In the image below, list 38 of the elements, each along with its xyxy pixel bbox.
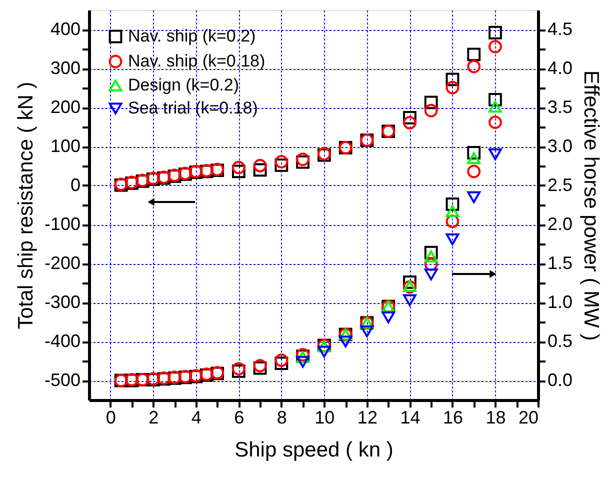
x-tick-label: 0 — [106, 408, 116, 428]
y2-tick-label: 3.0 — [548, 136, 573, 156]
y2-tick-label: 2.0 — [548, 214, 573, 234]
y2-tick-label: 2.5 — [548, 175, 573, 195]
x-axis-title: Ship speed ( kn ) — [234, 438, 394, 462]
y-tick-label: -200 — [44, 253, 80, 273]
y2-tick-label: 4.0 — [548, 58, 573, 78]
y2-tick-label: 0.0 — [548, 370, 573, 390]
y-tick-label: -300 — [44, 292, 80, 312]
y2-axis-title: Effective horse power ( MW ) — [580, 70, 601, 341]
x-tick-label: 12 — [357, 408, 378, 428]
x-tick-label: 20 — [518, 408, 538, 428]
y2-tick-label: 1.0 — [548, 292, 573, 312]
y-tick-label: 100 — [50, 136, 80, 156]
legend-label: Sea trial (k=0.18) — [128, 98, 258, 118]
y2-tick-label: 4.5 — [548, 19, 573, 39]
x-tick-label: 4 — [191, 408, 202, 428]
y-tick-label: -500 — [44, 370, 80, 390]
y-tick-label: 200 — [50, 97, 80, 117]
x-tick-label: 16 — [442, 408, 463, 428]
y2-tick-label: 1.5 — [548, 253, 573, 273]
x-tick-label: 2 — [148, 408, 159, 428]
y-tick-label: -400 — [44, 331, 80, 351]
y-tick-label: 400 — [50, 19, 80, 39]
legend-label: Design (k=0.2) — [128, 76, 240, 94]
x-tick-label: 18 — [486, 408, 506, 428]
y-axis-title: Total ship resistance ( kN ) — [14, 82, 38, 330]
y-tick-label: 300 — [50, 58, 80, 78]
x-tick-label: 10 — [314, 408, 335, 428]
x-tick-label: 8 — [276, 408, 287, 428]
y2-tick-label: 3.5 — [548, 97, 573, 117]
x-tick-label: 14 — [400, 408, 420, 428]
x-tick-label: 6 — [234, 408, 244, 428]
y-tick-label: 0 — [70, 175, 80, 195]
legend-label: Nav. ship (k=0.18) — [128, 52, 266, 70]
legend-label: Nav. ship (k=0.2) — [128, 26, 256, 46]
y2-tick-label: 0.5 — [548, 331, 573, 351]
y-tick-label: -100 — [44, 214, 80, 234]
